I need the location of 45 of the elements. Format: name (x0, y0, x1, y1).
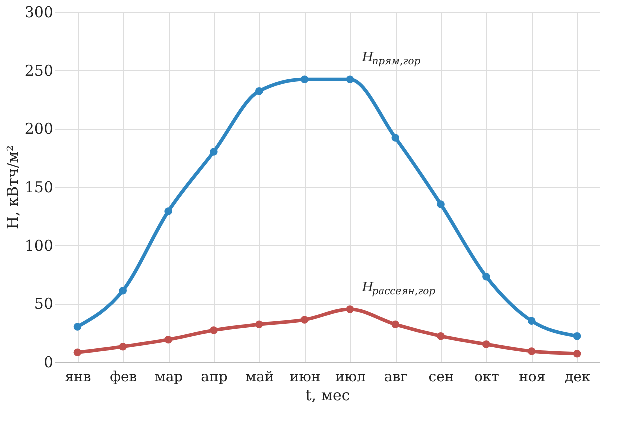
point (256, 320, 264, 329)
x-tick-label: июн (290, 370, 321, 386)
point (300, 316, 309, 324)
x-tick-label: дек (564, 370, 591, 386)
point (528, 348, 536, 356)
point (392, 320, 400, 329)
y-tick-label: 250 (24, 62, 54, 80)
point (573, 350, 582, 358)
point (210, 148, 218, 156)
point (346, 306, 354, 314)
point (119, 342, 127, 351)
y-tick-label: 200 (24, 120, 54, 138)
y-axis-title: H, кВтч/м² (4, 146, 22, 230)
x-axis-title: t, мес (306, 386, 350, 404)
x-tick-label: окт (474, 370, 500, 386)
x-tick-label: мар (154, 370, 184, 386)
x-tick-label: май (246, 370, 274, 386)
x-tick-label: фев (110, 370, 138, 386)
point (392, 134, 400, 142)
x-tick-label: сен (428, 370, 454, 386)
x-tick-label: апр (201, 370, 228, 386)
point (437, 200, 445, 208)
y-tick-label: 0 (44, 354, 54, 372)
y-tick-label: 50 (34, 295, 54, 314)
point (528, 317, 536, 326)
x-tick-label: авг (384, 370, 408, 386)
x-tick-label: янв (65, 370, 92, 386)
y-tick-label: 150 (24, 178, 54, 196)
point (164, 336, 172, 344)
x-tick-label: ноя (519, 370, 546, 386)
y-tick-label: 100 (24, 236, 54, 255)
x-tick-label: июл (335, 370, 366, 386)
point (74, 323, 82, 331)
point (256, 87, 264, 96)
point (119, 286, 127, 295)
point (164, 208, 172, 216)
point (300, 76, 309, 84)
point (482, 340, 490, 348)
point (573, 332, 582, 340)
point (74, 348, 82, 357)
y-tick-label: 300 (24, 4, 54, 22)
point (482, 272, 490, 281)
point (210, 326, 218, 334)
point (346, 76, 354, 84)
point (437, 332, 445, 340)
